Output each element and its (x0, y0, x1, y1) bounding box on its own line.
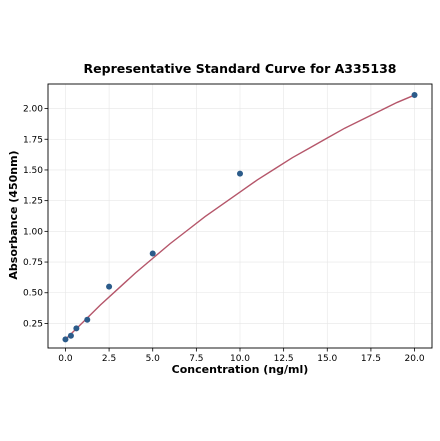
y-axis-label: Absorbance (450nm) (7, 150, 20, 279)
chart-title: Representative Standard Curve for A33513… (84, 61, 397, 76)
x-tick-label: 7.5 (189, 354, 203, 364)
data-point (149, 250, 156, 257)
y-tick-label: 1.00 (23, 227, 43, 237)
x-tick-label: 20.0 (405, 354, 425, 364)
y-tick-label: 1.25 (23, 197, 43, 207)
x-tick-label: 17.5 (361, 354, 381, 364)
x-tick-label: 0.0 (58, 354, 73, 364)
data-point (411, 92, 418, 99)
data-point (84, 316, 91, 323)
data-point (106, 283, 113, 290)
y-tick-label: 0.50 (23, 289, 43, 299)
y-tick-label: 1.50 (23, 166, 43, 176)
x-tick-label: 2.5 (102, 354, 116, 364)
y-tick-label: 2.00 (23, 105, 43, 115)
x-tick-label: 10.0 (230, 354, 250, 364)
x-tick-label: 5.0 (146, 354, 161, 364)
grid (48, 84, 432, 348)
x-axis-ticks: 0.0 2.5 5.0 7.5 10.0 12.5 15.0 17.5 20.0 (58, 348, 425, 364)
fit-curve (64, 94, 415, 340)
x-tick-label: 15.0 (317, 354, 337, 364)
y-tick-label: 0.25 (23, 319, 43, 329)
x-axis-label: Concentration (ng/ml) (172, 363, 309, 376)
data-point (62, 336, 69, 343)
data-point (73, 325, 80, 332)
data-point (237, 170, 243, 177)
y-tick-label: 0.75 (23, 258, 43, 268)
data-points (62, 92, 418, 343)
data-point (67, 332, 74, 339)
x-tick-label: 12.5 (274, 354, 294, 364)
y-axis-ticks: 0.25 0.50 0.75 1.00 1.25 1.50 1.75 2.00 (23, 105, 48, 329)
y-tick-label: 1.75 (23, 135, 43, 145)
